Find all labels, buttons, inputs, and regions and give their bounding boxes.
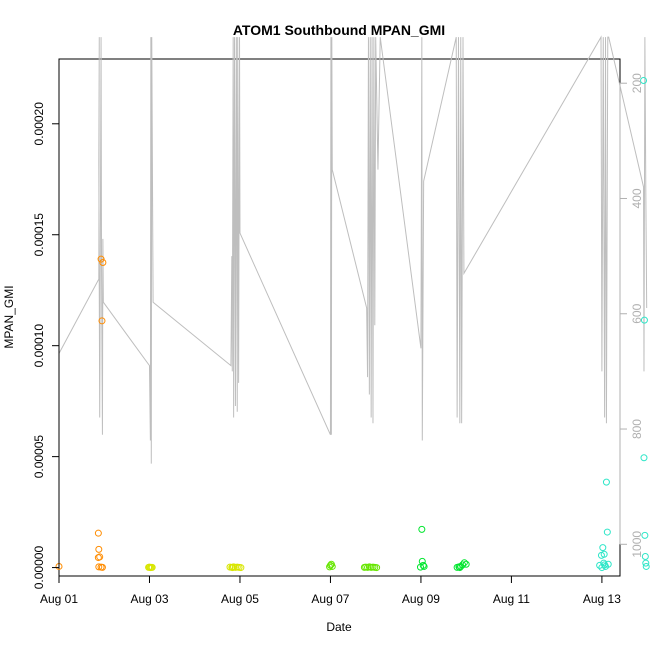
x-tick-label: Aug 13 (583, 592, 621, 606)
y2-tick-label: 800 (630, 419, 644, 439)
data-point (642, 559, 650, 567)
x-tick-label: Aug 01 (40, 592, 78, 606)
data-point (420, 562, 428, 570)
x-tick-label: Aug 11 (493, 592, 530, 606)
y-tick-label: 0.00020 (32, 102, 46, 146)
axes-layer: Aug 01 Aug 03 Aug 05 Aug 07 Aug 09 Aug 11 Aug … (32, 73, 644, 606)
secondary-line (58, 35, 648, 464)
data-point (642, 562, 650, 570)
data-point (97, 255, 105, 263)
data-point (96, 553, 104, 561)
data-point (641, 531, 649, 539)
y-tick-label: 0.00000 (32, 546, 46, 590)
data-point (640, 316, 648, 324)
data-point (326, 561, 334, 569)
data-point (229, 564, 237, 572)
data-point (598, 564, 606, 572)
data-point (416, 563, 424, 571)
y2-tick-label: 400 (630, 188, 644, 208)
y-tick-label: 0.00005 (32, 435, 46, 479)
x-axis-label: Date (326, 620, 352, 634)
y-axis-label: MPAN_GMI (2, 285, 16, 348)
data-point (599, 544, 607, 552)
x-tick-label: Aug 03 (130, 592, 168, 606)
data-point (418, 525, 426, 533)
y2-tick-label: 600 (630, 303, 644, 323)
chart-title: ATOM1 Southbound MPAN_GMI (233, 22, 445, 38)
data-point (640, 454, 648, 462)
data-point (94, 529, 102, 537)
y2-tick-label: 1000 (630, 531, 644, 558)
x-tick-label: Aug 07 (311, 592, 349, 606)
y-tick-label: 0.00010 (32, 324, 46, 368)
data-point (98, 563, 106, 571)
data-point (602, 478, 610, 486)
y2-tick-label: 200 (630, 73, 644, 93)
data-point (456, 564, 464, 572)
y-tick-label: 0.00015 (32, 213, 46, 257)
x-tick-label: Aug 09 (402, 592, 440, 606)
data-point (600, 550, 608, 558)
data-point (373, 564, 381, 572)
data-point (95, 545, 103, 553)
data-point (641, 552, 649, 560)
data-point (604, 560, 612, 568)
data-point (148, 563, 156, 571)
secondary-line-layer (58, 35, 648, 464)
plot-frame (58, 58, 621, 577)
data-point (95, 563, 103, 571)
data-point (462, 560, 470, 568)
data-point (603, 528, 611, 536)
points-layer (55, 77, 650, 572)
data-point (328, 562, 336, 570)
data-point (640, 77, 648, 85)
data-point (98, 317, 106, 325)
x-tick-label: Aug 05 (221, 592, 259, 606)
data-point (460, 559, 468, 567)
data-point (99, 258, 107, 266)
data-point (237, 564, 245, 572)
